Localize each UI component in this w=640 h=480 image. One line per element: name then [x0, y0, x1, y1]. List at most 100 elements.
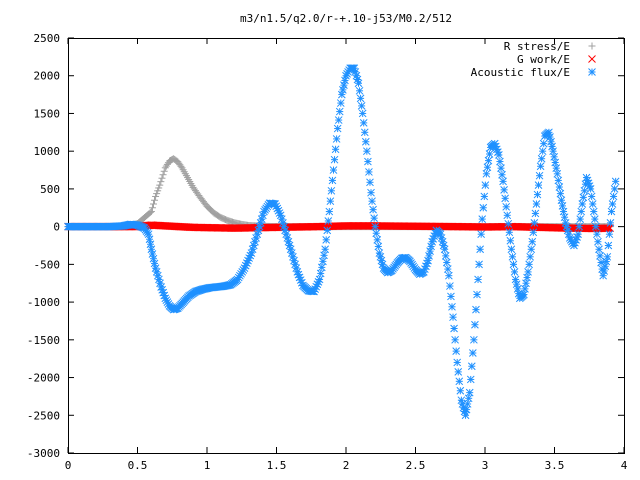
data-point-g-work: [605, 224, 613, 233]
data-point-acoustic-flux: [606, 219, 615, 227]
data-point-acoustic-flux: [587, 192, 596, 201]
data-point-r-stress: [147, 208, 155, 216]
data-point-acoustic-flux: [482, 169, 491, 178]
data-point-acoustic-flux: [147, 245, 156, 254]
data-point-acoustic-flux: [507, 245, 516, 254]
data-point-acoustic-flux: [325, 207, 334, 216]
data-point-acoustic-flux: [453, 358, 462, 367]
data-point-acoustic-flux: [501, 194, 510, 203]
data-point-r-stress: [160, 167, 168, 175]
data-point-acoustic-flux: [596, 252, 604, 260]
data-point-acoustic-flux: [320, 251, 328, 260]
data-point-acoustic-flux: [536, 162, 545, 171]
data-point-acoustic-flux: [326, 197, 335, 206]
data-point-acoustic-flux: [450, 324, 458, 333]
data-point-acoustic-flux: [532, 200, 541, 208]
data-point-acoustic-flux: [591, 222, 600, 231]
data-point-acoustic-flux: [357, 102, 366, 110]
data-point-acoustic-flux: [366, 178, 374, 187]
data-point-acoustic-flux: [449, 313, 457, 322]
data-point-acoustic-flux: [530, 219, 539, 227]
data-point-acoustic-flux: [374, 242, 383, 251]
data-point-acoustic-flux: [327, 186, 336, 195]
data-point-acoustic-flux: [442, 258, 451, 267]
data-point-g-work: [603, 224, 611, 233]
data-point-acoustic-flux: [467, 362, 476, 371]
data-point-acoustic-flux: [476, 245, 484, 254]
data-point-acoustic-flux: [511, 275, 520, 284]
data-point-acoustic-flux: [599, 271, 608, 280]
x-tick-label: 3.5: [545, 459, 565, 472]
data-point-acoustic-flux: [370, 214, 379, 223]
data-point-acoustic-flux: [608, 200, 617, 208]
data-point-acoustic-flux: [593, 230, 601, 239]
data-point-acoustic-flux: [602, 257, 611, 266]
y-tick-label: -1500: [27, 334, 60, 347]
data-point-acoustic-flux: [477, 230, 486, 239]
data-point-acoustic-flux: [355, 86, 364, 95]
data-point-acoustic-flux: [553, 169, 562, 178]
y-tick-label: -500: [34, 258, 61, 271]
data-point-acoustic-flux: [359, 119, 368, 127]
data-point-acoustic-flux: [440, 245, 449, 254]
data-point-acoustic-flux: [577, 207, 586, 216]
data-point-acoustic-flux: [546, 133, 554, 141]
data-point-acoustic-flux: [607, 207, 616, 216]
data-point-acoustic-flux: [503, 211, 512, 220]
data-point-acoustic-flux: [509, 260, 518, 269]
data-point-acoustic-flux: [337, 90, 346, 99]
data-point-acoustic-flux: [547, 137, 555, 146]
data-point-acoustic-flux: [539, 139, 548, 148]
x-tick-label: 4: [621, 459, 628, 472]
data-point-acoustic-flux: [335, 107, 344, 116]
data-point-acoustic-flux: [589, 207, 598, 216]
data-point-acoustic-flux: [340, 81, 348, 90]
data-point-acoustic-flux: [609, 192, 618, 201]
data-point-acoustic-flux: [604, 241, 613, 250]
x-tick-label: 1: [204, 459, 211, 472]
data-point-acoustic-flux: [470, 335, 478, 344]
data-point-acoustic-flux: [524, 268, 532, 276]
legend-label-r-stress: R stress/E: [504, 40, 570, 53]
data-point-r-stress: [149, 200, 157, 208]
data-point-acoustic-flux: [316, 269, 325, 278]
data-point-acoustic-flux: [576, 215, 585, 223]
data-point-acoustic-flux: [324, 217, 333, 225]
data-point-acoustic-flux: [526, 252, 535, 261]
y-tick-label: -3000: [27, 447, 60, 460]
data-point-acoustic-flux: [441, 252, 450, 260]
data-point-acoustic-flux: [481, 181, 490, 189]
legend-label-acoustic-flux: Acoustic flux/E: [471, 66, 570, 79]
legend-marker-acoustic-flux: [588, 68, 596, 76]
data-point-acoustic-flux: [548, 142, 556, 151]
data-point-acoustic-flux: [372, 229, 381, 238]
data-point-acoustic-flux: [485, 150, 494, 158]
data-point-acoustic-flux: [586, 185, 595, 193]
data-point-acoustic-flux: [556, 189, 565, 198]
data-point-r-stress: [148, 204, 156, 212]
data-point-acoustic-flux: [472, 305, 480, 314]
series-layer: [64, 64, 620, 420]
y-tick-label: 1500: [34, 107, 61, 120]
data-point-acoustic-flux: [448, 302, 456, 311]
data-point-acoustic-flux: [505, 228, 514, 237]
data-point-acoustic-flux: [360, 128, 369, 137]
data-point-acoustic-flux: [579, 193, 588, 202]
data-point-acoustic-flux: [506, 236, 515, 245]
series-r-stress: [64, 155, 614, 231]
data-point-acoustic-flux: [611, 177, 620, 186]
x-tick-label: 0.5: [128, 459, 148, 472]
data-point-acoustic-flux: [144, 230, 153, 239]
legend-marker-r-stress: [588, 42, 596, 50]
data-point-r-stress: [146, 209, 154, 217]
chart-title: m3/n1.5/q2.0/r-+.10-j53/M0.2/512: [240, 12, 452, 25]
data-point-acoustic-flux: [537, 154, 546, 163]
data-point-acoustic-flux: [358, 109, 367, 118]
data-point-acoustic-flux: [468, 349, 477, 357]
y-tick-label: 1000: [34, 145, 61, 158]
data-point-acoustic-flux: [317, 263, 326, 272]
data-point-acoustic-flux: [610, 185, 619, 193]
data-point-acoustic-flux: [534, 181, 543, 189]
data-point-acoustic-flux: [480, 192, 489, 201]
